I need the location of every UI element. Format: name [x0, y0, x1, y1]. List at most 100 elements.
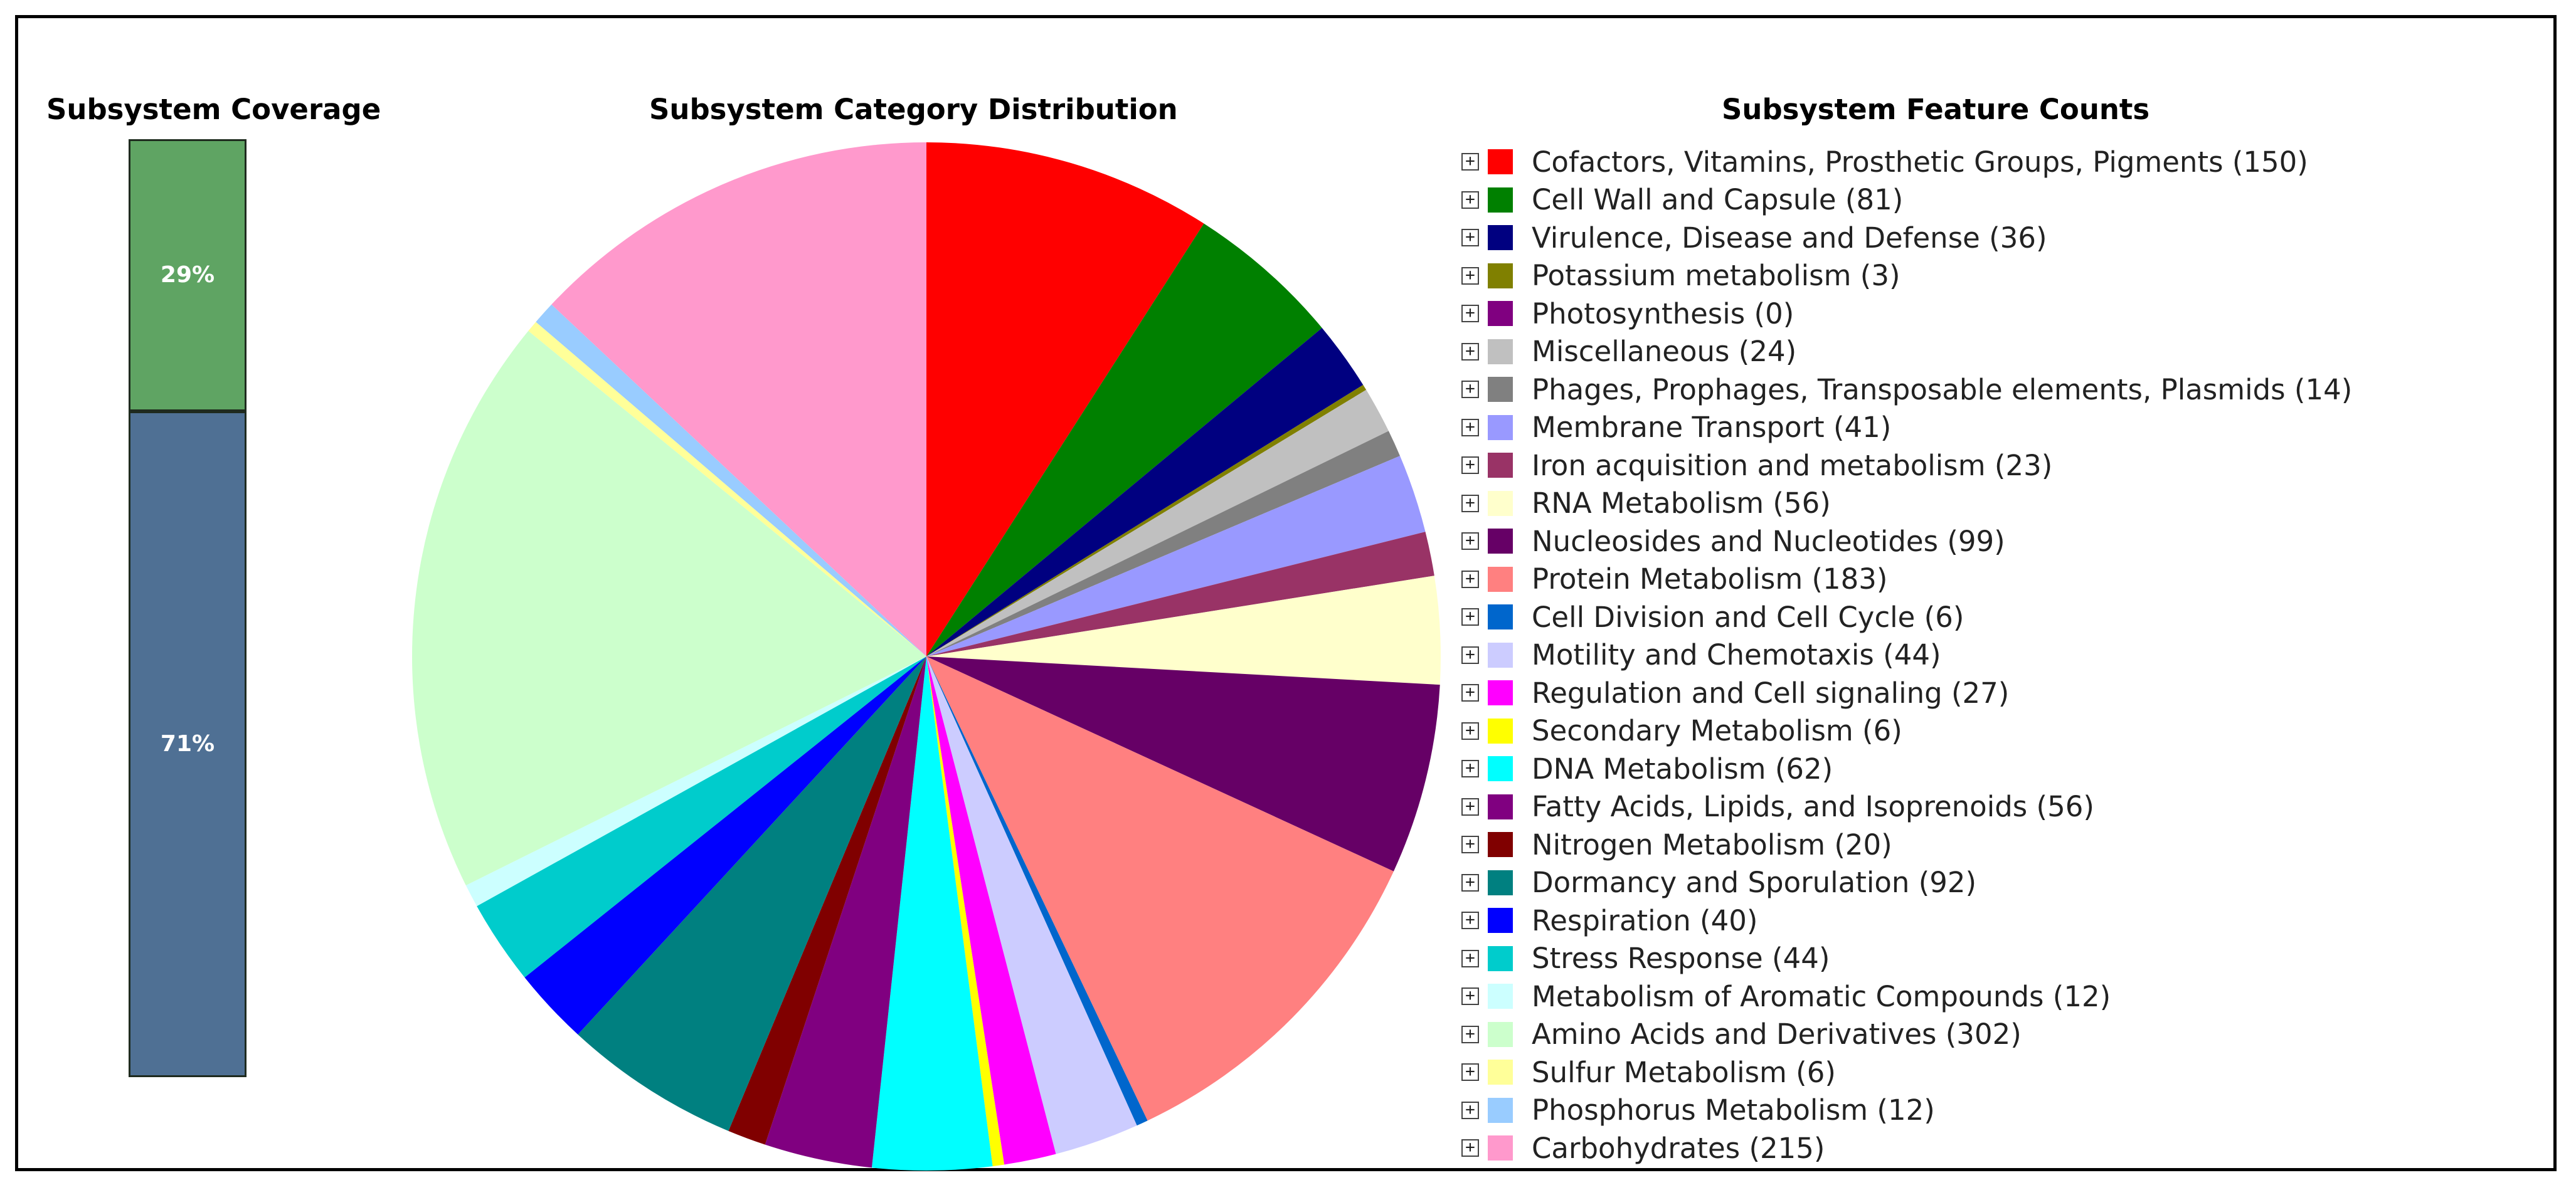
legend-item: + Motility and Chemotaxis (44): [1461, 636, 2553, 675]
pie-slice: [926, 384, 1367, 656]
legend-swatch: [1488, 453, 1513, 478]
legend-item: + Virulence, Disease and Defense (36): [1461, 219, 2553, 257]
legend-item: + Sulfur Metabolism (6): [1461, 1053, 2553, 1092]
legend-swatch: [1488, 225, 1513, 251]
legend-swatch: [1488, 870, 1513, 895]
legend-label: Amino Acids and Derivatives (302): [1532, 1018, 2022, 1051]
pie-slice: [926, 656, 1440, 871]
legend-label: Miscellaneous (24): [1532, 335, 1797, 369]
pie-slice: [728, 656, 926, 1145]
legend-swatch: [1488, 718, 1513, 744]
legend-swatch: [1488, 414, 1513, 440]
plus-box-icon[interactable]: +: [1461, 1063, 1479, 1082]
plus-box-icon[interactable]: +: [1461, 153, 1479, 171]
legend-label: Cell Division and Cell Cycle (6): [1532, 600, 1964, 634]
legend-swatch: [1488, 529, 1513, 554]
category-pie: [411, 142, 1441, 1171]
pie-slice: [926, 656, 1056, 1165]
legend-item: + Miscellaneous (24): [1461, 333, 2553, 371]
legend-swatch: [1488, 604, 1513, 630]
plus-box-icon[interactable]: +: [1461, 494, 1479, 512]
coverage-segment: 29%: [129, 139, 246, 411]
coverage-title: Subsystem Coverage: [46, 93, 381, 126]
legend-item: + Stress Response (44): [1461, 940, 2553, 978]
legend-item: + Carbohydrates (215): [1461, 1129, 2553, 1167]
legend-swatch: [1488, 263, 1513, 288]
pie-slice: [477, 656, 926, 977]
plus-box-icon[interactable]: +: [1461, 608, 1479, 626]
legend-label: Motility and Chemotaxis (44): [1532, 638, 1941, 672]
chart-frame: [15, 15, 2557, 1171]
feature-count-legend: + Cofactors, Vitamins, Prosthetic Groups,…: [1461, 143, 2553, 1167]
legend-label: Dormancy and Sporulation (92): [1532, 866, 1977, 900]
legend-item: + Respiration (40): [1461, 902, 2553, 940]
plus-box-icon[interactable]: +: [1461, 798, 1479, 816]
pie-slice: [578, 656, 926, 1131]
pie-slice: [926, 456, 1426, 656]
pie-title: Subsystem Category Distribution: [649, 93, 1178, 126]
plus-box-icon[interactable]: +: [1461, 1025, 1479, 1043]
legend-swatch: [1488, 984, 1513, 1009]
plus-box-icon[interactable]: +: [1461, 987, 1479, 1006]
legend-label: Nucleosides and Nucleotides (99): [1532, 524, 2005, 558]
plus-box-icon[interactable]: +: [1461, 381, 1479, 399]
legend-label: Phosphorus Metabolism (12): [1532, 1093, 1935, 1127]
plus-box-icon[interactable]: +: [1461, 684, 1479, 702]
plus-box-icon[interactable]: +: [1461, 266, 1479, 285]
legend-item: + Cell Division and Cell Cycle (6): [1461, 598, 2553, 636]
plus-box-icon[interactable]: +: [1461, 912, 1479, 930]
legend-label: Carbohydrates (215): [1532, 1131, 1825, 1165]
plus-box-icon[interactable]: +: [1461, 1101, 1479, 1119]
plus-box-icon[interactable]: +: [1461, 646, 1479, 664]
pie-slice: [926, 327, 1364, 656]
pie-slice: [765, 656, 926, 1168]
plus-box-icon[interactable]: +: [1461, 191, 1479, 209]
legend-item: + DNA Metabolism (62): [1461, 750, 2553, 788]
pie-slice: [926, 656, 1394, 1121]
plus-box-icon[interactable]: +: [1461, 1139, 1479, 1157]
plus-box-icon[interactable]: +: [1461, 418, 1479, 436]
plus-box-icon[interactable]: +: [1461, 760, 1479, 778]
legend-item: + Protein Metabolism (183): [1461, 561, 2553, 599]
legend-swatch: [1488, 377, 1513, 403]
plus-box-icon[interactable]: +: [1461, 873, 1479, 892]
plus-box-icon[interactable]: +: [1461, 570, 1479, 588]
legend-label: Sulfur Metabolism (6): [1532, 1055, 1836, 1089]
legend-swatch: [1488, 642, 1513, 668]
pie-slice: [926, 142, 1204, 656]
legend-item: + Fatty Acids, Lipids, and Isoprenoids (5…: [1461, 788, 2553, 826]
legend-label: Secondary Metabolism (6): [1532, 714, 1902, 748]
pie-slice: [926, 223, 1322, 656]
pie-slice: [528, 322, 926, 656]
legend-swatch: [1488, 945, 1513, 971]
legend-label: RNA Metabolism (56): [1532, 487, 1831, 520]
plus-box-icon[interactable]: +: [1461, 229, 1479, 247]
legend-label: Membrane Transport (41): [1532, 411, 1892, 445]
pie-slice: [926, 389, 1389, 656]
legend-swatch: [1488, 832, 1513, 858]
legend-label: Respiration (40): [1532, 903, 1758, 937]
legend-swatch: [1488, 794, 1513, 819]
legend-swatch: [1488, 756, 1513, 782]
pie-slice: [926, 656, 1005, 1167]
legend-label: Cell Wall and Capsule (81): [1532, 183, 1904, 217]
plus-box-icon[interactable]: +: [1461, 722, 1479, 740]
pie-slice: [524, 656, 926, 1035]
plus-box-icon[interactable]: +: [1461, 305, 1479, 323]
plus-box-icon[interactable]: +: [1461, 456, 1479, 475]
pie-slice: [926, 656, 1137, 1154]
legend-label: Potassium metabolism (3): [1532, 259, 1900, 293]
coverage-segment: 71%: [129, 411, 246, 1077]
legend-item: + Amino Acids and Derivatives (302): [1461, 1016, 2553, 1054]
legend-label: Metabolism of Aromatic Compounds (12): [1532, 979, 2111, 1013]
plus-box-icon[interactable]: +: [1461, 532, 1479, 550]
legend-item: + Potassium metabolism (3): [1461, 257, 2553, 295]
plus-box-icon[interactable]: +: [1461, 836, 1479, 854]
plus-box-icon[interactable]: +: [1461, 949, 1479, 967]
legend-swatch: [1488, 1135, 1513, 1161]
legend-swatch: [1488, 339, 1513, 364]
legend-item: + Secondary Metabolism (6): [1461, 712, 2553, 750]
legend-item: + Iron acquisition and metabolism (23): [1461, 446, 2553, 485]
plus-box-icon[interactable]: +: [1461, 342, 1479, 361]
legend-swatch: [1488, 490, 1513, 516]
